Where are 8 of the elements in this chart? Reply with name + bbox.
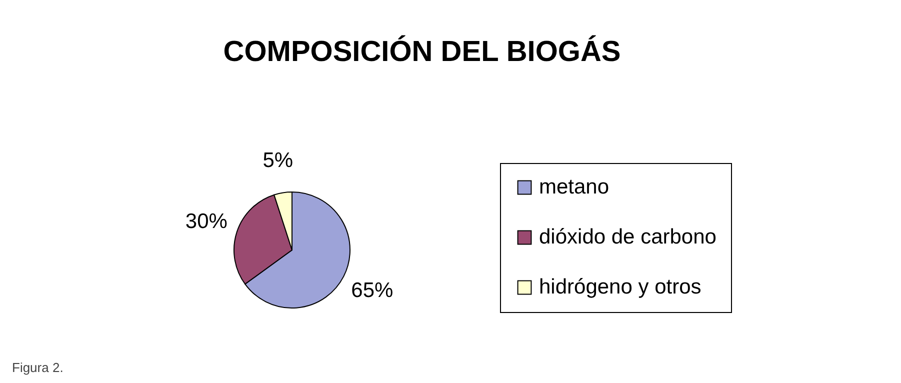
text: Figura 2. (12, 360, 64, 375)
legend-label: hidrógeno y otros (539, 276, 702, 298)
chart-title: COMPOSICIÓN DEL BIOGÁS (223, 35, 621, 68)
data-label: 5% (262, 149, 294, 172)
data-label: 65% (351, 278, 394, 302)
legend-label: metano (539, 176, 610, 198)
legend-label: dióxido de carbono (539, 226, 716, 248)
data-label: 30% (185, 210, 228, 234)
